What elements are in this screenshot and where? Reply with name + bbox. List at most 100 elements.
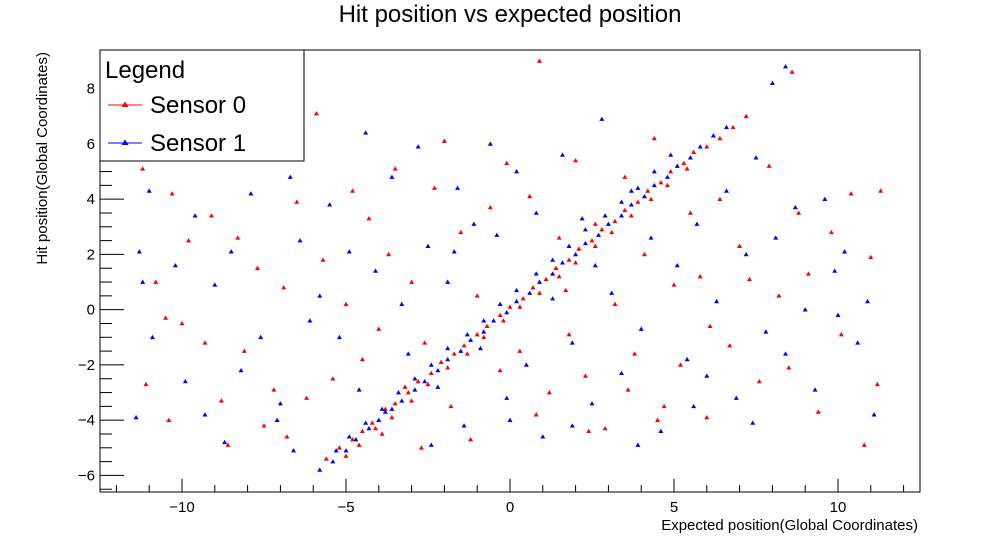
sensor-0-point	[661, 403, 667, 409]
sensor-1-point	[172, 262, 178, 268]
sensor-0-point	[796, 210, 802, 215]
sensor-0-point	[527, 193, 533, 199]
sensor-1-point	[343, 448, 349, 453]
sensor-1-point	[523, 362, 529, 367]
sensor-1-point	[533, 210, 539, 215]
sensor-0-point	[445, 365, 451, 370]
sensor-0-point	[743, 113, 749, 119]
sensor-0-point	[313, 111, 319, 116]
x-axis: −10 −5 0 5 10	[115, 479, 905, 516]
sensor-1-point	[140, 279, 146, 284]
sensor-0-point	[628, 213, 634, 218]
sensor-0-point	[468, 437, 474, 442]
sensor-1-point	[514, 169, 520, 174]
sensor-0-point	[169, 191, 175, 196]
sensor-0-point	[320, 257, 326, 262]
sensor-1-point	[458, 348, 464, 353]
sensor-0-point	[730, 124, 736, 130]
sensor-1-point	[238, 367, 244, 373]
sensor-0-point	[815, 409, 821, 414]
sensor-1-point	[582, 227, 588, 232]
y-tick-label: 8	[87, 81, 95, 98]
sensor-0-point	[336, 445, 342, 450]
sensor-0-point	[343, 301, 349, 306]
y-tick-label: 4	[87, 191, 95, 208]
sensor-1-point	[697, 144, 703, 149]
sensor-0-point	[838, 332, 844, 337]
sensor-0-point	[589, 238, 595, 243]
sensor-1-point	[146, 188, 152, 193]
sensor-1-point	[435, 384, 441, 389]
sensor-0-point	[500, 318, 506, 323]
sensor-0-point	[671, 282, 677, 287]
sensor-0-point	[369, 420, 375, 425]
sensor-0-point	[592, 243, 598, 248]
sensor-1-point	[379, 406, 385, 411]
sensor-1-point	[330, 459, 336, 464]
sensor-0-point	[294, 199, 300, 204]
sensor-0-point	[848, 191, 854, 196]
sensor-1-point	[783, 351, 789, 356]
sensor-1-point	[395, 390, 401, 395]
y-tick-label: −4	[78, 412, 95, 429]
sensor-1-point	[540, 434, 546, 439]
sensor-0-point	[789, 69, 795, 74]
sensor-0-point	[458, 229, 464, 235]
sensor-0-point	[678, 362, 684, 367]
sensor-0-point	[878, 188, 884, 193]
sensor-0-point	[599, 227, 605, 232]
sensor-0-point	[537, 290, 543, 295]
legend-label-sensor-1: Sensor 1	[150, 130, 246, 157]
sensor-1-point	[550, 257, 556, 262]
sensor-0-point	[566, 257, 572, 262]
sensor-1-point	[592, 262, 598, 268]
sensor-0-point	[418, 445, 424, 450]
sensor-1-point	[579, 216, 585, 221]
sensor-1-point	[389, 406, 395, 411]
sensor-1-point	[363, 130, 369, 135]
x-axis-title: Expected position(Global Coordinates)	[661, 517, 918, 534]
sensor-0-point	[563, 287, 569, 293]
sensor-1-point	[812, 387, 818, 392]
sensor-1-point	[353, 437, 359, 442]
sensor-1-point	[346, 249, 352, 254]
sensor-1-point	[445, 356, 451, 362]
legend: Legend Sensor 0 Sensor 1	[99, 49, 305, 162]
sensor-1-point	[422, 379, 428, 384]
sensor-0-point	[586, 428, 592, 434]
sensor-1-point	[743, 251, 749, 257]
sensor-0-point	[386, 251, 392, 257]
sensor-0-point	[143, 381, 149, 387]
sensor-0-point	[487, 204, 493, 210]
sensor-0-point	[366, 216, 372, 221]
sensor-1-point	[481, 318, 487, 323]
sensor-0-point	[186, 238, 192, 243]
sensor-0-point	[140, 166, 146, 171]
sensor-0-point	[553, 265, 559, 271]
sensor-1-point	[602, 213, 608, 218]
sensor-0-point	[786, 365, 792, 370]
sensor-0-point	[428, 370, 434, 376]
sensor-1-point	[228, 249, 234, 254]
x-tick-label: 10	[830, 499, 847, 516]
sensor-1-point	[651, 169, 657, 174]
sensor-0-point	[405, 390, 411, 395]
sensor-1-point	[399, 398, 405, 403]
sensor-0-point	[153, 279, 159, 284]
sensor-1-point	[291, 448, 297, 453]
sensor-1-point	[504, 395, 510, 400]
sensor-1-point	[792, 204, 798, 210]
sensor-0-point	[451, 351, 457, 356]
sensor-1-point	[461, 423, 467, 428]
sensor-1-point	[674, 163, 680, 168]
sensor-0-point	[343, 453, 349, 458]
sensor-1-point	[428, 362, 434, 367]
data-points	[133, 58, 884, 472]
y-tick-label: 2	[87, 246, 95, 263]
sensor-0-point	[517, 348, 523, 353]
sensor-0-point	[392, 166, 398, 171]
sensor-0-point	[484, 323, 490, 329]
sensor-0-point	[497, 312, 503, 317]
x-tick-label: −5	[337, 499, 354, 516]
sensor-0-point	[415, 379, 421, 384]
